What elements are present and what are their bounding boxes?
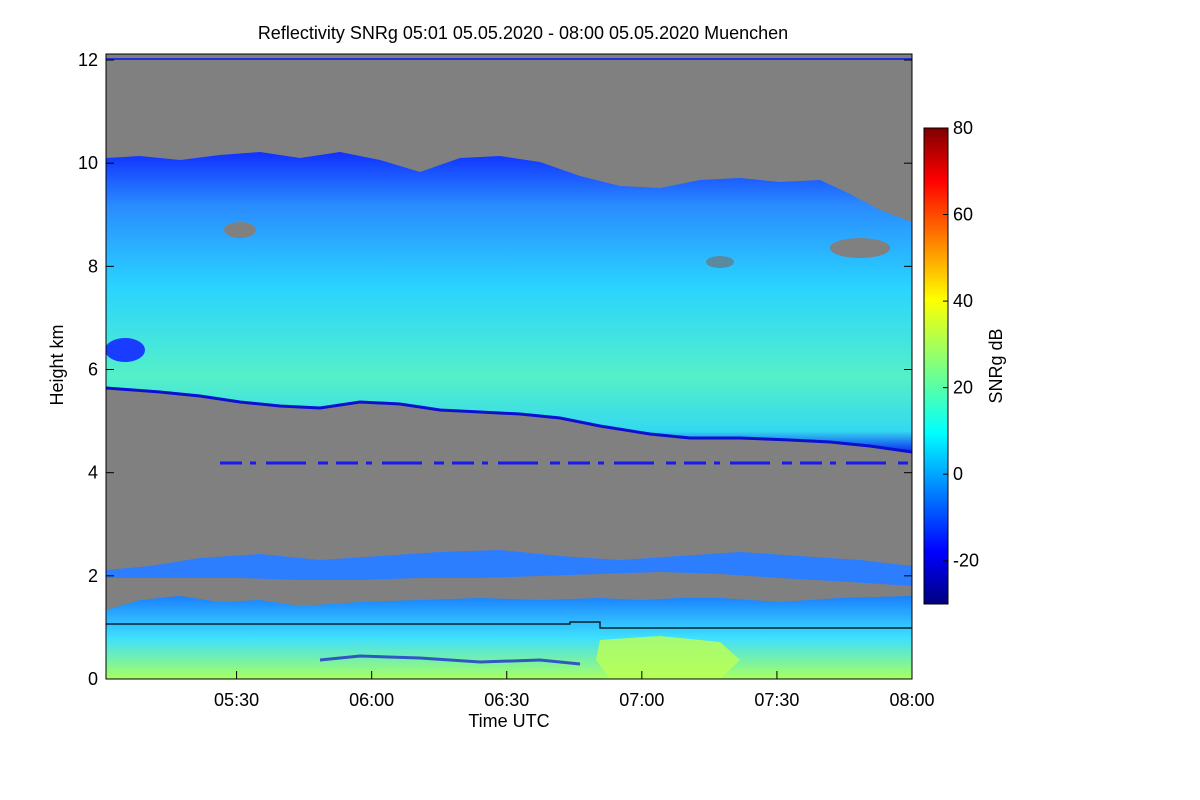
plot-frame: [105, 53, 913, 680]
y-tick-label-5: 10: [78, 153, 98, 173]
cloud-gap-3: [706, 256, 734, 268]
x-tick-label-4: 07:30: [754, 690, 799, 710]
y-tick-label-0: 0: [88, 669, 98, 689]
y-tick-label-1: 2: [88, 566, 98, 586]
colorbar: -20 0 20 40 60 80: [923, 118, 979, 605]
x-axis-label: Time UTC: [468, 711, 549, 731]
x-tick-label-0: 05:30: [214, 690, 259, 710]
x-axis: 05:30 06:00 06:30 07:00 07:30 08:00: [214, 671, 935, 710]
upper-cloud-layer: [106, 152, 912, 452]
x-tick-label-1: 06:00: [349, 690, 394, 710]
colorbar-tick-label-5: 80: [953, 118, 973, 138]
layer-2km: [106, 550, 912, 586]
y-tick-label-3: 6: [88, 360, 98, 380]
cloud-base-height-line: [106, 621, 912, 629]
cloud-gap-1: [830, 238, 890, 258]
colorbar-tick-label-0: -20: [953, 551, 979, 571]
colorbar-tick-label-2: 20: [953, 378, 973, 398]
plot-area: [106, 54, 912, 679]
boundary-layer: [106, 596, 912, 679]
boundary-layer-dark-band: [319, 654, 581, 666]
x-tick-label-3: 07:00: [619, 690, 664, 710]
chart-title: Reflectivity SNRg 05:01 05.05.2020 - 08:…: [258, 23, 788, 43]
colorbar-label: SNRg dB: [986, 328, 1006, 403]
y-tick-label-6: 12: [78, 50, 98, 70]
cloud-gap-2: [224, 222, 256, 238]
x-tick-label-2: 06:30: [484, 690, 529, 710]
y-tick-label-4: 8: [88, 256, 98, 276]
colorbar-scale: [923, 127, 949, 605]
y-axis-label: Height km: [47, 324, 67, 405]
cloud-dark-patch: [106, 338, 145, 362]
y-axis: 0 2 4 6 8 10 12: [78, 50, 912, 689]
boundary-layer-bright-patch: [596, 636, 740, 679]
colorbar-tick-label-1: 0: [953, 464, 963, 484]
cloud-base-edge: [106, 386, 912, 454]
x-tick-label-5: 08:00: [889, 690, 934, 710]
y-tick-label-2: 4: [88, 463, 98, 483]
colorbar-tick-label-4: 60: [953, 205, 973, 225]
colorbar-tick-label-3: 40: [953, 291, 973, 311]
colorbar-ticks: -20 0 20 40 60 80: [943, 118, 979, 571]
